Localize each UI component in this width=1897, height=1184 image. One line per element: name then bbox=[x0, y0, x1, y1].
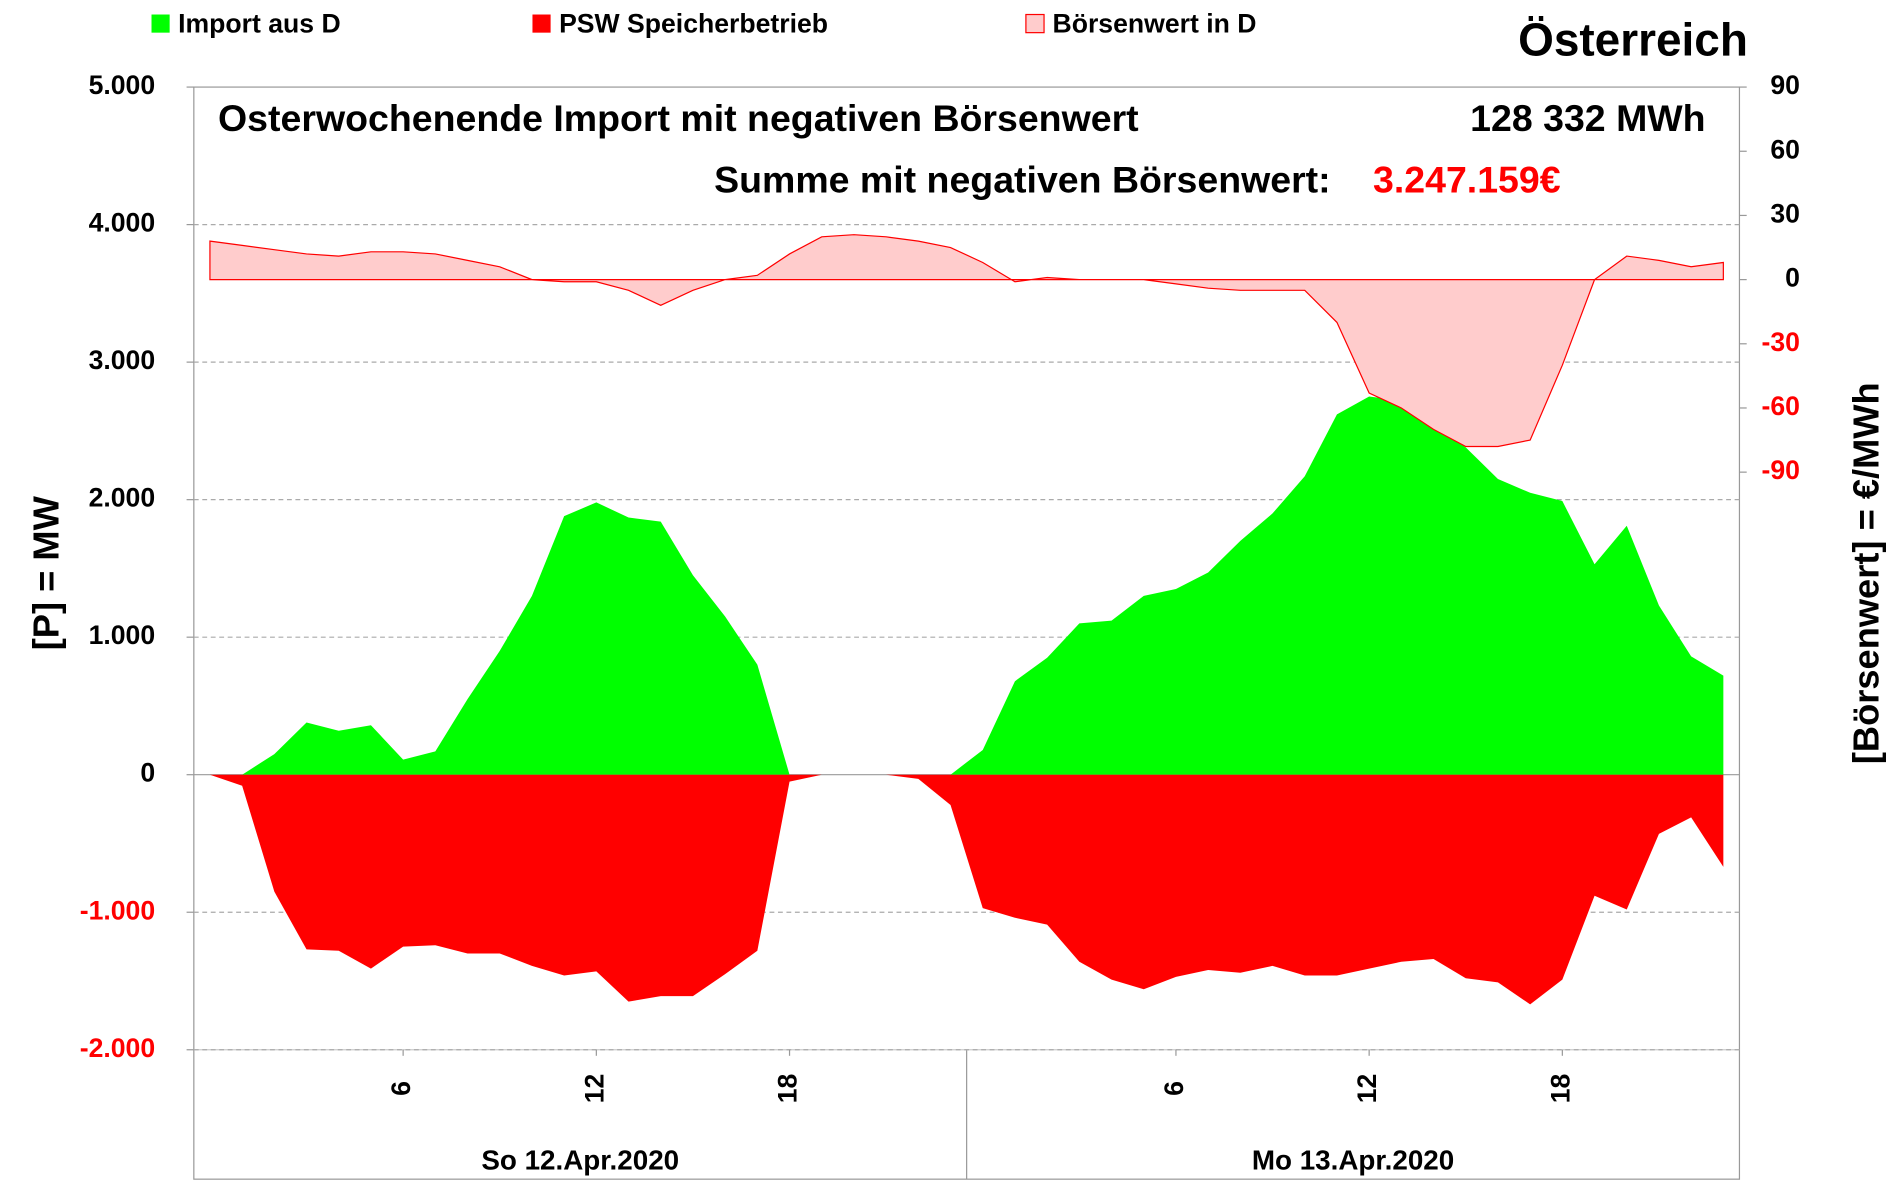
y2-tick-label: 60 bbox=[1770, 134, 1800, 164]
x-tick-label: 18 bbox=[773, 1074, 803, 1104]
x-tick-label: 12 bbox=[579, 1074, 609, 1104]
y-tick-label: 1.000 bbox=[89, 620, 156, 650]
x-tick-label: 18 bbox=[1545, 1074, 1575, 1104]
x-tick-label: 6 bbox=[1159, 1081, 1189, 1096]
legend-label: Börsenwert in D bbox=[1053, 8, 1257, 38]
day-label: Mo 13.Apr.2020 bbox=[1252, 1145, 1454, 1176]
legend-label: PSW Speicherbetrieb bbox=[559, 8, 828, 38]
y-axis-label: [P] = MW bbox=[25, 495, 66, 650]
chart-title: Osterwochenende Import mit negativen Bör… bbox=[218, 97, 1139, 139]
y-tick-label: 3.000 bbox=[89, 345, 156, 375]
y2-tick-label: -60 bbox=[1761, 391, 1799, 421]
legend-label: Import aus D bbox=[178, 8, 341, 38]
y2-axis-label: [Börsenwert] = €/MWh bbox=[1845, 382, 1886, 764]
annotation: 128 332 MWh bbox=[1470, 97, 1705, 139]
x-tick-label: 12 bbox=[1352, 1074, 1382, 1104]
y-tick-label: 0 bbox=[140, 758, 155, 788]
area bbox=[209, 774, 1724, 1005]
area bbox=[209, 234, 1724, 448]
y-tick-label: 2.000 bbox=[89, 483, 156, 513]
y-tick-label: -1.000 bbox=[80, 895, 155, 925]
legend-swatch bbox=[532, 14, 551, 33]
y2-tick-label: -30 bbox=[1761, 327, 1799, 357]
annotation: 3.247.159€ bbox=[1373, 159, 1561, 201]
y2-tick-label: -90 bbox=[1761, 455, 1799, 485]
y-tick-label: 5.000 bbox=[89, 70, 156, 100]
y-tick-label: 4.000 bbox=[89, 208, 156, 238]
y2-tick-label: 90 bbox=[1770, 70, 1800, 100]
annotation: Summe mit negativen Börsenwert: bbox=[714, 159, 1331, 201]
legend-swatch bbox=[1025, 13, 1045, 34]
area bbox=[209, 396, 1724, 775]
y2-tick-label: 30 bbox=[1770, 198, 1800, 228]
day-label: So 12.Apr.2020 bbox=[481, 1145, 679, 1176]
y-tick-label: -2.000 bbox=[80, 1033, 155, 1063]
x-tick-label: 6 bbox=[386, 1081, 416, 1096]
region-title: Österreich bbox=[1518, 14, 1748, 66]
y2-tick-label: 0 bbox=[1785, 263, 1800, 293]
legend-swatch bbox=[151, 14, 170, 33]
